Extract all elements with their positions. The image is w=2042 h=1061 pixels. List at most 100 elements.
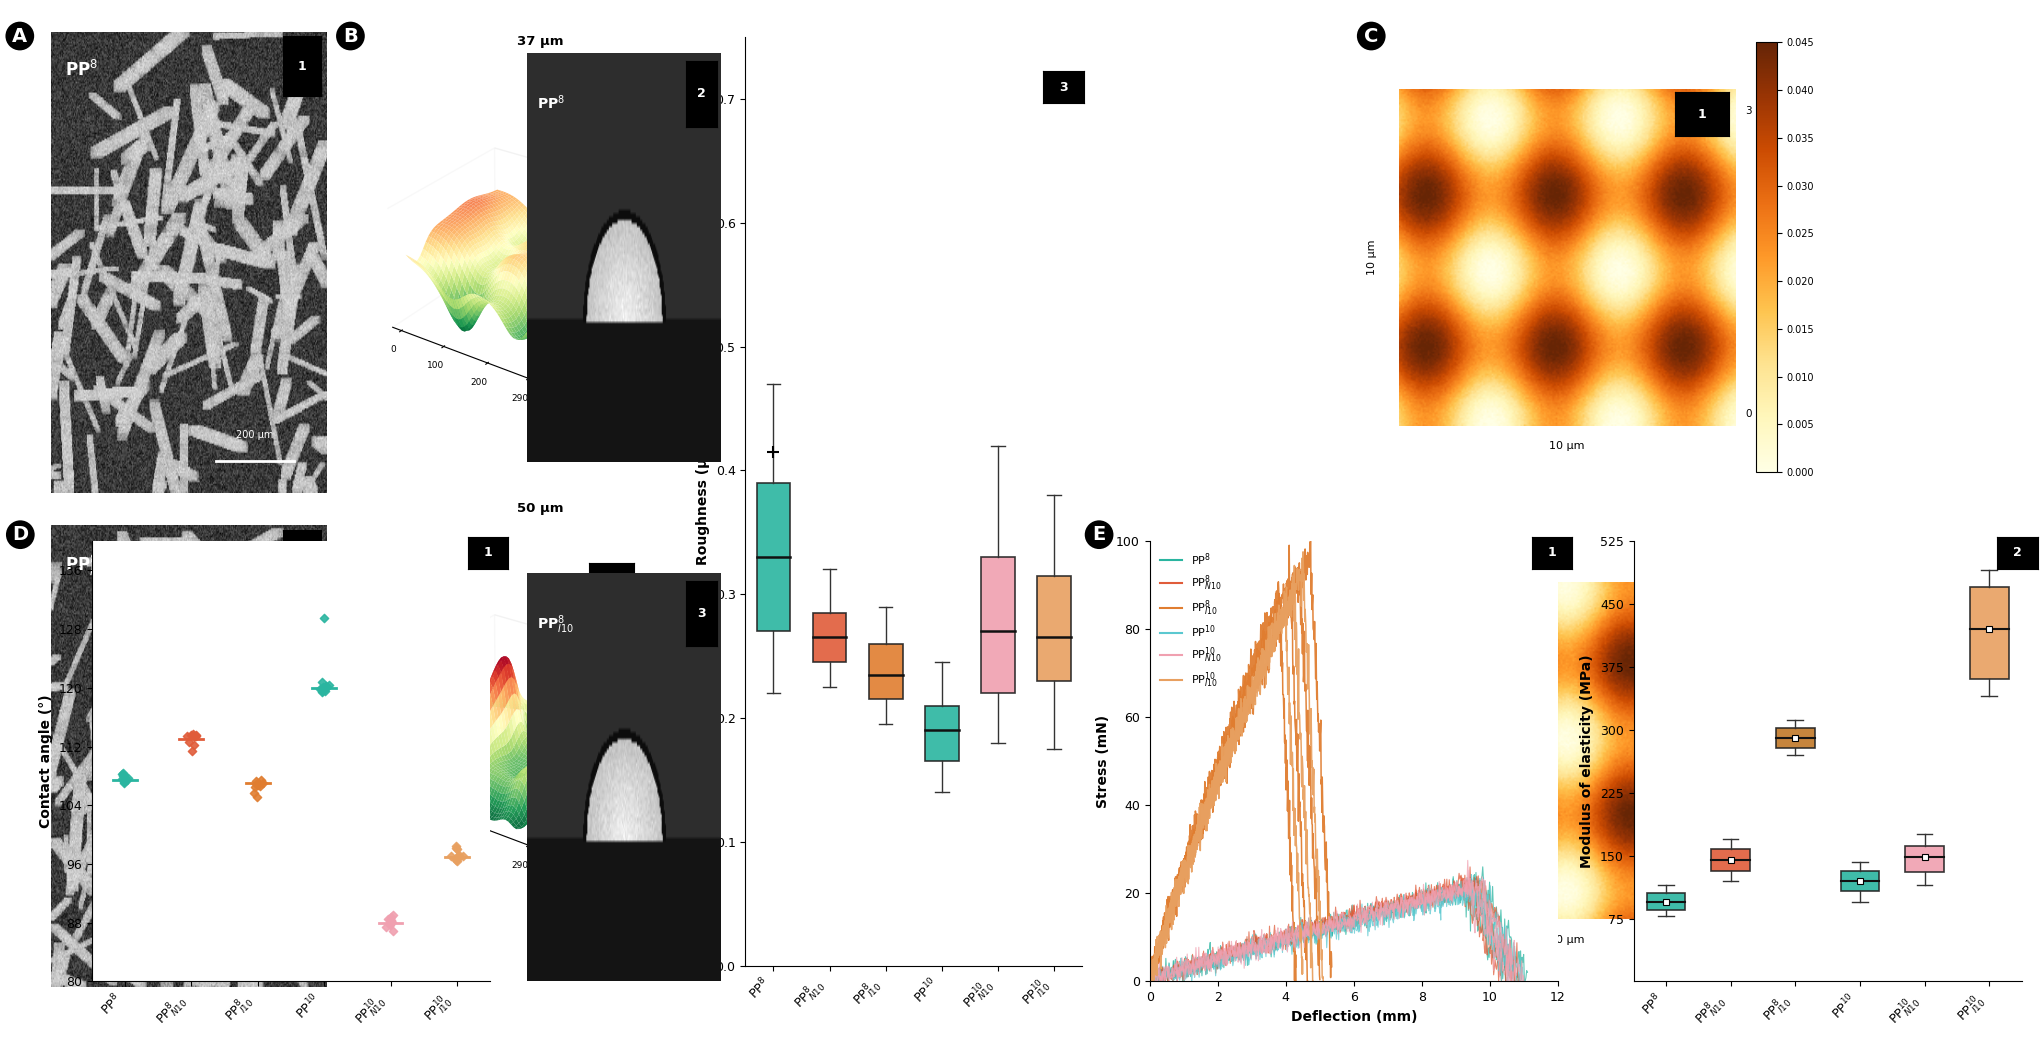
Point — [441, 839, 474, 856]
FancyBboxPatch shape — [1905, 846, 1944, 872]
Text: 37 μm: 37 μm — [517, 35, 564, 48]
Text: 10 μm: 10 μm — [1550, 935, 1585, 944]
Point — [180, 728, 212, 745]
Point — [310, 678, 343, 695]
Point — [239, 779, 272, 796]
Text: C: C — [1364, 27, 1378, 46]
Text: 200 μm: 200 μm — [237, 923, 274, 934]
Text: 10 μm: 10 μm — [1550, 441, 1585, 451]
Text: E: E — [1092, 525, 1105, 544]
Text: 1: 1 — [484, 546, 492, 559]
Point — [172, 728, 204, 745]
FancyBboxPatch shape — [1840, 871, 1879, 891]
Point — [376, 908, 408, 925]
Point — [441, 848, 474, 865]
Point — [245, 771, 278, 788]
Point — [178, 726, 210, 743]
Point — [108, 766, 141, 783]
Point — [439, 852, 472, 869]
Point — [108, 775, 141, 792]
Text: 0: 0 — [1746, 903, 1752, 912]
FancyBboxPatch shape — [1711, 849, 1750, 871]
Text: PP$^8$: PP$^8$ — [65, 59, 98, 80]
Legend: PP$^8$, PP$^8_{N10}$, PP$^8_{I10}$, PP$^{10}$, PP$^{10}_{N10}$, PP$^{10}_{I10}$: PP$^8$, PP$^8_{N10}$, PP$^8_{I10}$, PP$^… — [1156, 546, 1225, 695]
FancyBboxPatch shape — [1777, 728, 1815, 748]
Text: 3 μm: 3 μm — [1746, 106, 1772, 116]
Point — [106, 767, 139, 784]
Point — [374, 911, 406, 928]
Text: 10 μm: 10 μm — [1366, 240, 1376, 275]
Point — [308, 610, 341, 627]
Text: 1.5 μm: 1.5 μm — [1746, 599, 1783, 609]
Point — [378, 906, 410, 923]
Point — [176, 743, 208, 760]
Y-axis label: Contact angle (°): Contact angle (°) — [39, 695, 53, 828]
Text: 0: 0 — [1746, 410, 1752, 419]
Point — [174, 726, 206, 743]
FancyBboxPatch shape — [813, 613, 845, 662]
Y-axis label: Modulus of elasticity (MPa): Modulus of elasticity (MPa) — [1581, 655, 1595, 868]
FancyBboxPatch shape — [1646, 893, 1685, 910]
FancyBboxPatch shape — [870, 644, 903, 699]
Y-axis label: Roughness (μm): Roughness (μm) — [696, 437, 711, 566]
Text: 50 μm: 50 μm — [517, 502, 564, 515]
Text: 200 μm: 200 μm — [237, 430, 274, 440]
Point — [306, 683, 339, 700]
Point — [376, 922, 408, 939]
FancyBboxPatch shape — [980, 557, 1015, 693]
Y-axis label: Stress (mN): Stress (mN) — [1097, 715, 1111, 807]
X-axis label: Deflection (mm): Deflection (mm) — [1291, 1010, 1417, 1024]
Text: B: B — [343, 27, 357, 46]
FancyBboxPatch shape — [925, 706, 960, 762]
Point — [110, 771, 143, 788]
Point — [372, 910, 404, 927]
Point — [243, 776, 276, 793]
Point — [306, 678, 339, 695]
Point — [241, 788, 274, 805]
Point — [443, 847, 476, 864]
Point — [112, 770, 145, 787]
Point — [374, 911, 406, 928]
Point — [106, 766, 139, 783]
Text: A: A — [12, 27, 27, 46]
Point — [439, 837, 472, 854]
Point — [304, 680, 337, 697]
FancyBboxPatch shape — [756, 483, 790, 631]
Text: 2: 2 — [2013, 546, 2022, 559]
Text: 10 μm: 10 μm — [1366, 733, 1376, 768]
Point — [374, 916, 406, 933]
Text: PP$^8$: PP$^8$ — [537, 94, 564, 112]
Point — [370, 919, 402, 936]
Point — [310, 679, 343, 696]
Point — [178, 727, 210, 744]
Text: 2: 2 — [606, 573, 615, 586]
Text: PP$^8_{I10}$: PP$^8_{I10}$ — [537, 613, 574, 637]
Point — [441, 850, 474, 867]
Text: D: D — [12, 525, 29, 544]
Point — [241, 777, 274, 794]
Point — [108, 769, 141, 786]
FancyBboxPatch shape — [1971, 587, 2009, 679]
Point — [435, 848, 468, 865]
Text: 1: 1 — [606, 106, 615, 119]
Point — [441, 840, 474, 857]
Point — [239, 776, 272, 793]
Point — [312, 677, 345, 694]
Point — [174, 733, 206, 750]
Point — [304, 674, 337, 691]
Point — [441, 852, 474, 869]
Point — [243, 778, 276, 795]
Point — [239, 772, 272, 789]
Point — [306, 683, 339, 700]
Point — [178, 727, 210, 744]
Point — [310, 679, 343, 696]
Point — [106, 764, 139, 781]
Point — [180, 727, 212, 744]
Text: 1: 1 — [1548, 546, 1556, 559]
Point — [374, 915, 406, 932]
Point — [308, 682, 341, 699]
Text: 3: 3 — [1060, 81, 1068, 93]
Point — [376, 914, 408, 930]
Point — [447, 848, 480, 865]
Point — [247, 775, 280, 792]
